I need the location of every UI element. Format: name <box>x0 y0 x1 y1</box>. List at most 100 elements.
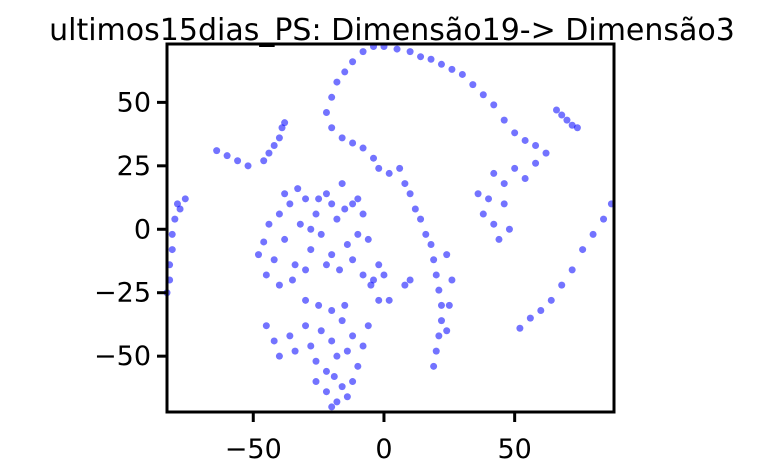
data-point <box>244 162 252 170</box>
data-point <box>281 235 289 243</box>
points-layer <box>163 43 615 411</box>
data-point <box>532 142 540 150</box>
plot-frame <box>165 42 616 414</box>
data-point <box>417 53 425 61</box>
data-point <box>349 58 357 66</box>
chart-title: ultimos15dias_PS: Dimensão19-> Dimensão3 <box>49 13 735 48</box>
data-point <box>354 362 362 370</box>
data-point <box>333 78 341 86</box>
y-axis: 50 25 0 −25 −50 <box>94 87 167 372</box>
data-point <box>490 101 498 109</box>
data-point <box>505 225 513 233</box>
data-point <box>260 238 268 246</box>
data-point <box>437 301 445 309</box>
data-point <box>302 195 310 203</box>
data-point <box>370 276 378 284</box>
data-point <box>312 210 320 218</box>
data-point <box>547 296 555 304</box>
data-point <box>354 195 362 203</box>
data-point <box>563 116 571 124</box>
data-point <box>307 342 315 350</box>
data-point <box>322 261 330 269</box>
data-point <box>322 109 330 117</box>
data-point <box>322 388 330 396</box>
data-point <box>291 261 299 269</box>
data-point <box>573 124 581 132</box>
data-point <box>168 246 176 254</box>
data-point <box>359 210 367 218</box>
data-point <box>270 142 278 150</box>
data-point <box>500 200 508 208</box>
data-point <box>406 190 414 198</box>
data-point <box>322 190 330 198</box>
data-point <box>328 306 336 314</box>
data-point <box>349 332 357 340</box>
data-point <box>223 152 231 160</box>
data-point <box>354 230 362 238</box>
data-point <box>448 276 456 284</box>
data-point <box>359 271 367 279</box>
data-point <box>532 159 540 167</box>
data-point <box>307 225 315 233</box>
data-point <box>375 296 383 304</box>
data-point <box>338 317 346 325</box>
data-point <box>430 362 438 370</box>
data-point <box>411 205 419 213</box>
data-point <box>469 81 477 89</box>
data-point <box>349 200 357 208</box>
data-point <box>294 185 302 193</box>
data-point <box>341 301 349 309</box>
data-point <box>260 157 268 165</box>
data-point <box>521 136 529 144</box>
data-point <box>338 134 346 142</box>
data-point <box>333 215 341 223</box>
data-point <box>448 65 456 73</box>
data-point <box>275 281 283 289</box>
data-point <box>265 149 273 157</box>
data-point <box>265 220 273 228</box>
data-point <box>173 200 181 208</box>
y-tick-label: 50 <box>117 87 151 118</box>
data-point <box>168 230 176 238</box>
data-point <box>307 246 315 254</box>
data-point <box>359 144 367 152</box>
data-point <box>341 68 349 76</box>
x-tick-label: 0 <box>375 434 392 465</box>
data-point <box>322 367 330 375</box>
data-point <box>275 210 283 218</box>
data-point <box>341 205 349 213</box>
data-point <box>171 215 179 223</box>
data-point <box>427 240 435 248</box>
data-point <box>485 195 493 203</box>
data-point <box>458 70 466 78</box>
data-point <box>302 322 310 330</box>
data-point <box>490 169 498 177</box>
y-tick-label: 25 <box>117 151 151 182</box>
data-point <box>328 124 336 132</box>
data-point <box>521 175 529 183</box>
data-point <box>558 111 566 119</box>
data-point <box>427 55 435 63</box>
data-point <box>270 337 278 345</box>
data-point <box>500 180 508 188</box>
data-point <box>275 134 283 142</box>
data-point <box>432 347 440 355</box>
data-point <box>364 235 372 243</box>
data-point <box>262 322 270 330</box>
data-point <box>181 195 189 203</box>
data-point <box>537 306 545 314</box>
data-point <box>275 352 283 360</box>
data-point <box>364 322 372 330</box>
data-point <box>349 139 357 147</box>
data-point <box>526 314 534 322</box>
data-point <box>288 276 296 284</box>
data-point <box>417 215 425 223</box>
data-point <box>270 256 278 264</box>
data-point <box>234 157 242 165</box>
data-point <box>406 276 414 284</box>
data-point <box>359 342 367 350</box>
x-tick-label: 50 <box>497 434 531 465</box>
data-point <box>330 372 338 380</box>
y-tick-label: −25 <box>94 278 151 309</box>
data-point <box>401 281 409 289</box>
